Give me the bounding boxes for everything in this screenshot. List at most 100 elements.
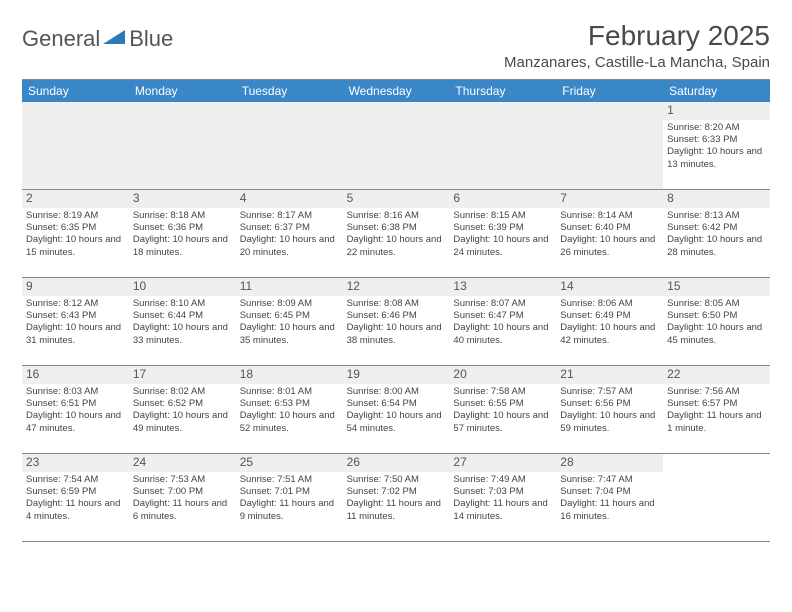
- day-cell: 26Sunrise: 7:50 AMSunset: 7:02 PMDayligh…: [343, 454, 450, 542]
- weekday-header: Monday: [129, 80, 236, 102]
- day-number: 2: [22, 190, 129, 208]
- day-cell: 5 Sunrise: 8:16 AMSunset: 6:38 PMDaylight…: [343, 190, 450, 278]
- logo: General Blue: [22, 26, 173, 52]
- day-detail: Sunrise: 8:06 AMSunset: 6:49 PMDaylight:…: [560, 298, 659, 347]
- day-detail: Sunrise: 8:15 AMSunset: 6:39 PMDaylight:…: [453, 210, 552, 259]
- day-cell: 14 Sunrise: 8:06 AMSunset: 6:49 PMDayligh…: [556, 278, 663, 366]
- day-detail: Sunrise: 7:53 AMSunset: 7:00 PMDaylight:…: [133, 474, 232, 523]
- day-detail: Sunrise: 8:07 AMSunset: 6:47 PMDaylight:…: [453, 298, 552, 347]
- empty-cell: [236, 102, 343, 190]
- day-number: 18: [236, 366, 343, 384]
- day-number: 8: [663, 190, 770, 208]
- day-number: 10: [129, 278, 236, 296]
- day-number: 5: [343, 190, 450, 208]
- day-detail: Sunrise: 7:57 AMSunset: 6:56 PMDaylight:…: [560, 386, 659, 435]
- weekday-header: Thursday: [449, 80, 556, 102]
- calendar-grid: SundayMondayTuesdayWednesdayThursdayFrid…: [22, 79, 770, 542]
- day-number: 16: [22, 366, 129, 384]
- day-cell: 28Sunrise: 7:47 AMSunset: 7:04 PMDayligh…: [556, 454, 663, 542]
- day-detail: Sunrise: 8:12 AMSunset: 6:43 PMDaylight:…: [26, 298, 125, 347]
- logo-triangle-icon: [103, 30, 125, 46]
- day-cell: 24 Sunrise: 7:53 AMSunset: 7:00 PMDayligh…: [129, 454, 236, 542]
- day-cell: 7 Sunrise: 8:14 AMSunset: 6:40 PMDaylight…: [556, 190, 663, 278]
- day-cell: 13 Sunrise: 8:07 AMSunset: 6:47 PMDayligh…: [449, 278, 556, 366]
- day-number: 28: [556, 454, 663, 472]
- weekday-header: Friday: [556, 80, 663, 102]
- day-cell: 22Sunrise: 7:56 AMSunset: 6:57 PMDayligh…: [663, 366, 770, 454]
- day-detail: Sunrise: 8:16 AMSunset: 6:38 PMDaylight:…: [347, 210, 446, 259]
- weekday-header: Tuesday: [236, 80, 343, 102]
- day-cell: 1 Sunrise: 8:20 AMSunset: 6:33 PMDaylight…: [663, 102, 770, 190]
- day-detail: Sunrise: 8:03 AMSunset: 6:51 PMDaylight:…: [26, 386, 125, 435]
- weekday-header: Wednesday: [343, 80, 450, 102]
- day-detail: Sunrise: 8:20 AMSunset: 6:33 PMDaylight:…: [667, 122, 766, 171]
- day-number: 15: [663, 278, 770, 296]
- day-cell: 10 Sunrise: 8:10 AMSunset: 6:44 PMDayligh…: [129, 278, 236, 366]
- day-number: 6: [449, 190, 556, 208]
- day-detail: Sunrise: 8:13 AMSunset: 6:42 PMDaylight:…: [667, 210, 766, 259]
- day-number: 22: [663, 366, 770, 384]
- day-cell: 12Sunrise: 8:08 AMSunset: 6:46 PMDayligh…: [343, 278, 450, 366]
- empty-cell: [343, 102, 450, 190]
- title-month: February 2025: [504, 20, 770, 52]
- title-location: Manzanares, Castille-La Mancha, Spain: [504, 54, 770, 71]
- day-detail: Sunrise: 8:09 AMSunset: 6:45 PMDaylight:…: [240, 298, 339, 347]
- day-number: 12: [343, 278, 450, 296]
- empty-cell: [129, 102, 236, 190]
- day-cell: 25 Sunrise: 7:51 AMSunset: 7:01 PMDayligh…: [236, 454, 343, 542]
- day-cell: 4 Sunrise: 8:17 AMSunset: 6:37 PMDaylight…: [236, 190, 343, 278]
- day-detail: Sunrise: 8:10 AMSunset: 6:44 PMDaylight:…: [133, 298, 232, 347]
- day-number: 25: [236, 454, 343, 472]
- empty-cell: [663, 454, 770, 542]
- logo-text: General Blue: [22, 26, 173, 52]
- day-number: 24: [129, 454, 236, 472]
- day-detail: Sunrise: 8:00 AMSunset: 6:54 PMDaylight:…: [347, 386, 446, 435]
- day-number: 17: [129, 366, 236, 384]
- day-cell: 16 Sunrise: 8:03 AMSunset: 6:51 PMDayligh…: [22, 366, 129, 454]
- day-detail: Sunrise: 8:17 AMSunset: 6:37 PMDaylight:…: [240, 210, 339, 259]
- day-number: 21: [556, 366, 663, 384]
- day-detail: Sunrise: 8:01 AMSunset: 6:53 PMDaylight:…: [240, 386, 339, 435]
- day-cell: 19 Sunrise: 8:00 AMSunset: 6:54 PMDayligh…: [343, 366, 450, 454]
- day-cell: 11 Sunrise: 8:09 AMSunset: 6:45 PMDayligh…: [236, 278, 343, 366]
- day-cell: 2 Sunrise: 8:19 AMSunset: 6:35 PMDaylight…: [22, 190, 129, 278]
- day-cell: 6 Sunrise: 8:15 AMSunset: 6:39 PMDaylight…: [449, 190, 556, 278]
- day-number: 23: [22, 454, 129, 472]
- day-cell: 27 Sunrise: 7:49 AMSunset: 7:03 PMDayligh…: [449, 454, 556, 542]
- day-detail: Sunrise: 7:51 AMSunset: 7:01 PMDaylight:…: [240, 474, 339, 523]
- day-detail: Sunrise: 8:18 AMSunset: 6:36 PMDaylight:…: [133, 210, 232, 259]
- logo-line1: General: [22, 26, 100, 51]
- day-detail: Sunrise: 8:19 AMSunset: 6:35 PMDaylight:…: [26, 210, 125, 259]
- day-number: 14: [556, 278, 663, 296]
- empty-cell: [449, 102, 556, 190]
- logo-line2: Blue: [129, 26, 173, 51]
- weekday-header: Sunday: [22, 80, 129, 102]
- day-cell: 8 Sunrise: 8:13 AMSunset: 6:42 PMDaylight…: [663, 190, 770, 278]
- day-detail: Sunrise: 8:14 AMSunset: 6:40 PMDaylight:…: [560, 210, 659, 259]
- weekday-header: Saturday: [663, 80, 770, 102]
- day-detail: Sunrise: 7:54 AMSunset: 6:59 PMDaylight:…: [26, 474, 125, 523]
- day-number: 7: [556, 190, 663, 208]
- day-number: 27: [449, 454, 556, 472]
- header: General Blue February 2025 Manzanares, C…: [22, 20, 770, 71]
- day-cell: 18 Sunrise: 8:01 AMSunset: 6:53 PMDayligh…: [236, 366, 343, 454]
- day-cell: 9 Sunrise: 8:12 AMSunset: 6:43 PMDaylight…: [22, 278, 129, 366]
- day-number: 1: [663, 102, 770, 120]
- day-cell: 23 Sunrise: 7:54 AMSunset: 6:59 PMDayligh…: [22, 454, 129, 542]
- day-number: 13: [449, 278, 556, 296]
- day-cell: 21 Sunrise: 7:57 AMSunset: 6:56 PMDayligh…: [556, 366, 663, 454]
- empty-cell: [22, 102, 129, 190]
- day-number: 19: [343, 366, 450, 384]
- day-cell: 20 Sunrise: 7:58 AMSunset: 6:55 PMDayligh…: [449, 366, 556, 454]
- empty-cell: [556, 102, 663, 190]
- day-number: 11: [236, 278, 343, 296]
- day-number: 9: [22, 278, 129, 296]
- day-number: 3: [129, 190, 236, 208]
- day-number: 20: [449, 366, 556, 384]
- day-cell: 17Sunrise: 8:02 AMSunset: 6:52 PMDayligh…: [129, 366, 236, 454]
- day-detail: Sunrise: 7:49 AMSunset: 7:03 PMDaylight:…: [453, 474, 552, 523]
- day-cell: 15 Sunrise: 8:05 AMSunset: 6:50 PMDayligh…: [663, 278, 770, 366]
- day-detail: Sunrise: 8:05 AMSunset: 6:50 PMDaylight:…: [667, 298, 766, 347]
- day-detail: Sunrise: 7:58 AMSunset: 6:55 PMDaylight:…: [453, 386, 552, 435]
- day-number: 4: [236, 190, 343, 208]
